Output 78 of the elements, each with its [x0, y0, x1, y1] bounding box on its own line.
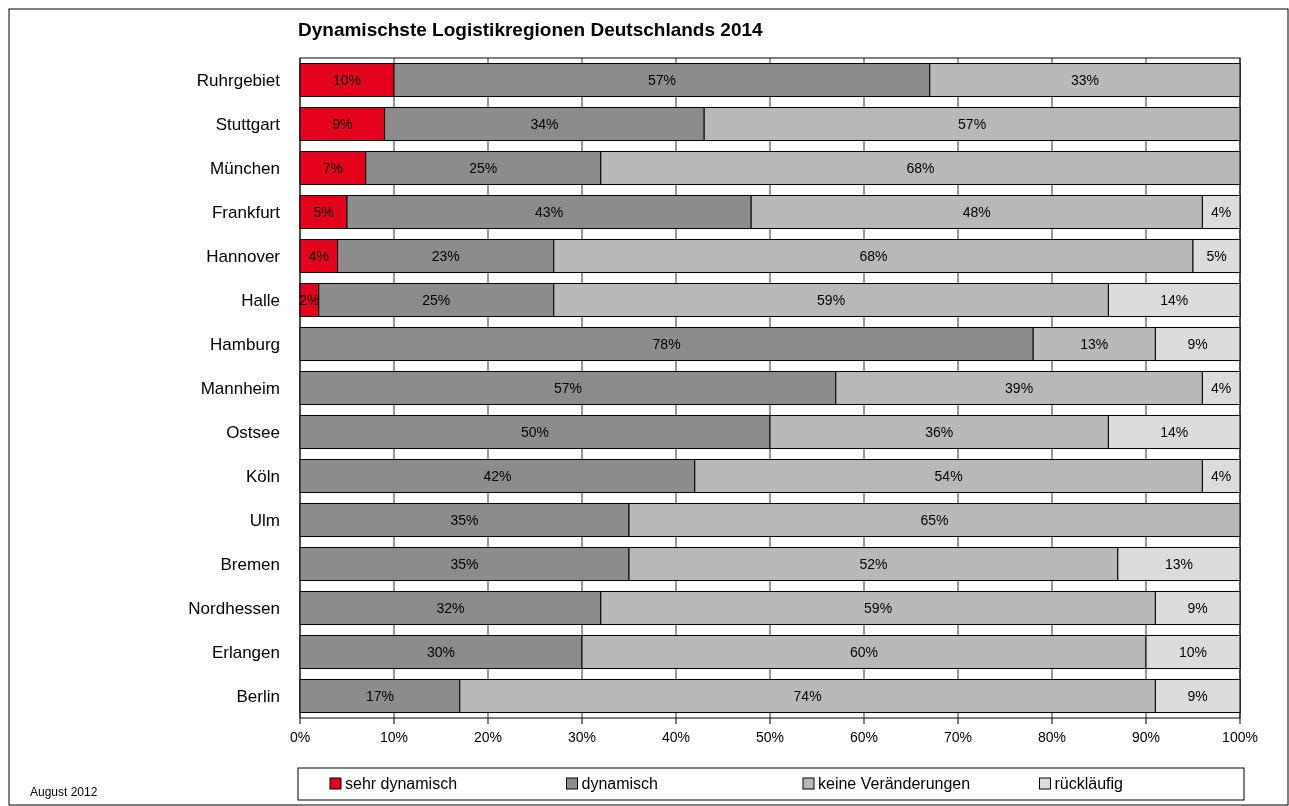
data-label: 65% — [920, 512, 949, 528]
data-label: 13% — [1164, 556, 1193, 572]
data-label: 25% — [422, 292, 451, 308]
y-tick-label: Frankfurt — [211, 203, 281, 222]
data-label: 4% — [1211, 468, 1232, 484]
data-label: 5% — [1206, 248, 1227, 264]
data-label: 4% — [308, 248, 329, 264]
data-label: 10% — [332, 72, 362, 88]
y-tick-label: Hannover — [206, 247, 281, 266]
data-label: 14% — [1160, 292, 1189, 308]
data-label: 57% — [958, 116, 987, 132]
x-tick-label: 30% — [567, 729, 597, 745]
x-tick-label: 100% — [1222, 729, 1258, 745]
data-label: 68% — [906, 160, 935, 176]
data-label: 13% — [1080, 336, 1109, 352]
x-tick-label: 20% — [473, 729, 503, 745]
data-label: 52% — [859, 556, 888, 572]
data-label: 30% — [426, 644, 456, 660]
data-label: 57% — [553, 380, 582, 396]
data-label: 23% — [431, 248, 460, 264]
data-label: 35% — [450, 556, 479, 572]
data-label: 4% — [1211, 380, 1232, 396]
data-label: 32% — [436, 600, 465, 616]
x-tick-label: 0% — [289, 729, 311, 745]
data-label: 25% — [469, 160, 498, 176]
data-label: 35% — [450, 512, 479, 528]
y-tick-label: Hamburg — [210, 335, 280, 354]
y-tick-label: Halle — [241, 291, 280, 310]
data-label: 9% — [1187, 336, 1208, 352]
y-tick-label: Stuttgart — [215, 115, 281, 134]
data-label: 43% — [535, 204, 564, 220]
chart-title: Dynamischste Logistikregionen Deutschlands 2014 — [298, 19, 764, 40]
data-label: 9% — [332, 116, 353, 132]
x-tick-label: 80% — [1037, 729, 1067, 745]
data-label: 74% — [793, 688, 822, 704]
x-tick-label: 90% — [1131, 729, 1161, 745]
data-label: 7% — [322, 160, 344, 176]
data-label: 10% — [1178, 644, 1208, 660]
data-label: 33% — [1070, 72, 1099, 88]
legend-label: keine Veränderungen — [818, 775, 971, 792]
text: August 2012 — [30, 785, 98, 799]
data-label: 36% — [925, 424, 954, 440]
legend-label: sehr dynamisch — [345, 775, 458, 792]
data-label: 59% — [817, 292, 846, 308]
data-label: 54% — [934, 468, 963, 484]
y-tick-label: Ostsee — [226, 423, 280, 442]
data-label: 68% — [859, 248, 888, 264]
data-label: 14% — [1160, 424, 1189, 440]
x-tick-label: 10% — [379, 729, 409, 745]
data-label: 78% — [652, 336, 681, 352]
data-label: 4% — [1211, 204, 1232, 220]
data-label: 9% — [1187, 600, 1208, 616]
y-tick-label: Erlangen — [211, 643, 280, 662]
data-label: 48% — [962, 204, 991, 220]
data-label: 5% — [313, 204, 334, 220]
x-tick-label: 40% — [661, 729, 691, 745]
y-tick-label: Ruhrgebiet — [196, 71, 281, 90]
data-label: 39% — [1005, 380, 1034, 396]
x-tick-label: 50% — [755, 729, 785, 745]
data-label: 34% — [530, 116, 559, 132]
y-tick-label: Berlin — [236, 687, 280, 706]
y-tick-label: München — [210, 159, 280, 178]
data-label: 42% — [483, 468, 512, 484]
x-tick-label: 60% — [849, 729, 879, 745]
data-label: 50% — [520, 424, 550, 440]
legend-label: dynamisch — [581, 775, 658, 792]
data-label: 60% — [849, 644, 879, 660]
y-tick-label: Mannheim — [200, 379, 280, 398]
data-label: 17% — [365, 688, 394, 704]
y-tick-label: Köln — [245, 467, 280, 486]
data-label: 9% — [1187, 688, 1208, 704]
x-tick-label: 70% — [943, 729, 973, 745]
data-label: 57% — [647, 72, 676, 88]
legend-label: rückläufig — [1054, 775, 1123, 792]
y-tick-label: Ulm — [249, 511, 280, 530]
y-tick-label: Nordhessen — [188, 599, 280, 618]
y-tick-label: Bremen — [220, 555, 280, 574]
data-label: 59% — [864, 600, 893, 616]
